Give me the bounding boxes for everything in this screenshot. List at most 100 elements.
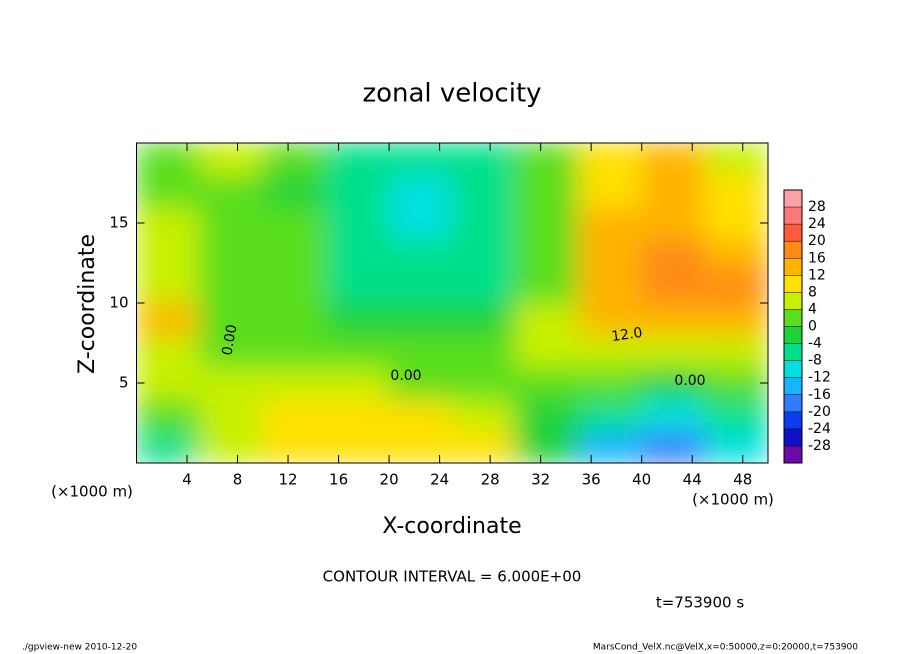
cell xyxy=(136,430,201,463)
cell xyxy=(325,270,390,304)
cell xyxy=(136,143,201,176)
colorbar-label: 16 xyxy=(808,250,826,266)
cell xyxy=(514,302,580,336)
cell xyxy=(388,143,453,176)
colorbar-label: 4 xyxy=(808,301,817,317)
colorbar-swatch xyxy=(784,275,802,293)
x-unit: (×1000 m) xyxy=(692,491,774,509)
cell xyxy=(199,143,264,176)
colorbar-swatch xyxy=(784,343,802,361)
cell xyxy=(578,238,643,272)
x-axis-label: X-coordinate xyxy=(382,514,521,539)
cell xyxy=(388,366,453,400)
cell xyxy=(325,238,390,272)
colorbar-swatch xyxy=(784,360,802,378)
cell xyxy=(136,366,201,400)
cell xyxy=(325,143,390,176)
cell xyxy=(704,334,768,368)
contour-interval: CONTOUR INTERVAL = 6.000E+00 xyxy=(323,568,582,586)
chart-title: zonal velocity xyxy=(362,79,541,109)
cell xyxy=(325,174,390,208)
cell xyxy=(514,238,580,272)
cell xyxy=(262,398,327,432)
cell xyxy=(578,366,643,400)
cell xyxy=(704,143,768,176)
x-tick-label: 36 xyxy=(582,471,601,489)
cell xyxy=(641,206,706,240)
cell xyxy=(514,143,580,176)
cell xyxy=(578,334,643,368)
time-label: t=753900 s xyxy=(656,594,744,612)
cell xyxy=(262,174,327,208)
cell xyxy=(451,366,516,400)
colorbar-label: -28 xyxy=(808,438,831,454)
colorbar-label: -24 xyxy=(808,421,831,437)
cell xyxy=(325,366,390,400)
cell xyxy=(388,206,453,240)
cell xyxy=(704,366,768,400)
colorbar-label: -20 xyxy=(808,404,831,420)
cell xyxy=(262,270,327,304)
cell xyxy=(578,143,643,176)
cell xyxy=(641,334,706,368)
colorbar-label: -12 xyxy=(808,370,831,386)
x-tick-label: 8 xyxy=(233,471,243,489)
cell xyxy=(388,302,453,336)
cell xyxy=(388,430,453,463)
cell xyxy=(514,398,580,432)
cell xyxy=(262,366,327,400)
colorbar-swatch xyxy=(784,377,802,395)
cell xyxy=(641,430,706,463)
y-unit: (×1000 m) xyxy=(51,483,133,501)
cell xyxy=(578,174,643,208)
colorbar-swatch xyxy=(784,224,802,242)
colorbar-label: 20 xyxy=(808,233,826,249)
cell xyxy=(514,174,580,208)
cell xyxy=(388,238,453,272)
x-tick-label: 40 xyxy=(632,471,651,489)
colorbar-label: -16 xyxy=(808,387,831,403)
cell xyxy=(451,398,516,432)
cell xyxy=(388,334,453,368)
cell xyxy=(262,302,327,336)
colorbar-swatch xyxy=(784,309,802,327)
colorbar-swatch xyxy=(784,326,802,344)
cells xyxy=(136,143,768,463)
colorbar-swatch xyxy=(784,428,802,446)
cell xyxy=(641,366,706,400)
y-tick-label: 10 xyxy=(109,294,128,312)
colorbar-label: 12 xyxy=(808,267,826,283)
cell xyxy=(262,143,327,176)
cell xyxy=(704,430,768,463)
cell xyxy=(136,174,201,208)
x-tick-label: 32 xyxy=(531,471,550,489)
x-tick-label: 20 xyxy=(380,471,399,489)
cell xyxy=(199,430,264,463)
cell xyxy=(451,174,516,208)
overlay: 4 8 12 16 20 24 28 32 36 40 44 4851015-28-24-20-16-… xyxy=(109,142,831,489)
cell xyxy=(199,302,264,336)
contour-label: 12.0 xyxy=(610,325,643,345)
colorbar-swatch xyxy=(784,258,802,276)
x-tick-label: 16 xyxy=(329,471,348,489)
cell xyxy=(704,270,768,304)
cell xyxy=(451,430,516,463)
x-tick-label: 44 xyxy=(683,471,702,489)
colorbar-label: -8 xyxy=(808,353,822,369)
cell xyxy=(262,334,327,368)
cell xyxy=(641,270,706,304)
cell xyxy=(199,270,264,304)
y-tick-label: 15 xyxy=(109,214,128,232)
cell xyxy=(262,206,327,240)
colorbar-label: 8 xyxy=(808,284,817,300)
y-axis-label: Z-coordinate xyxy=(75,234,100,374)
cell xyxy=(136,334,201,368)
cell xyxy=(325,302,390,336)
cell xyxy=(514,430,580,463)
cell xyxy=(641,174,706,208)
cell xyxy=(199,206,264,240)
cell xyxy=(641,143,706,176)
cell xyxy=(704,302,768,336)
colorbar-label: 28 xyxy=(808,199,826,215)
